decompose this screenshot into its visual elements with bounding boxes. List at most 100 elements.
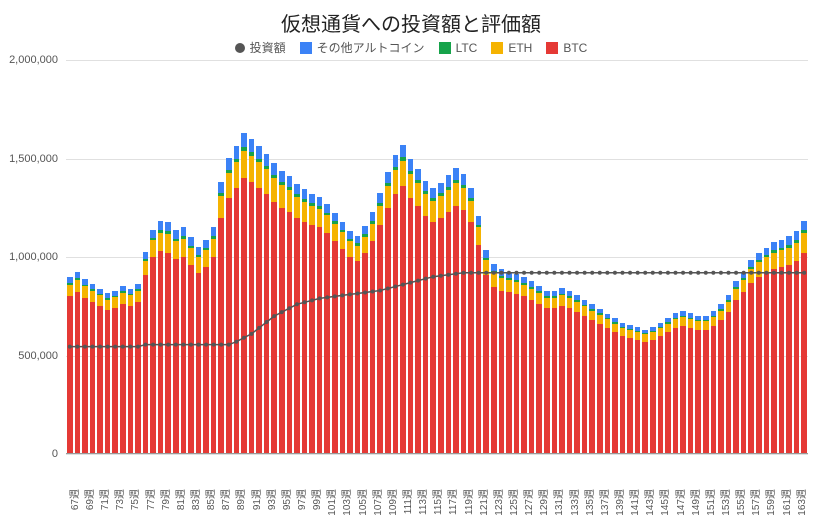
bar-group bbox=[423, 181, 429, 454]
bar-seg-ETH bbox=[620, 328, 626, 336]
legend-label: その他アルトコイン bbox=[317, 39, 425, 56]
bar-seg-BTC bbox=[324, 233, 330, 454]
x-tick-label: 151週 bbox=[702, 489, 717, 516]
bar-group bbox=[203, 240, 209, 455]
bar-group bbox=[112, 291, 118, 454]
bar-seg-ETH bbox=[181, 239, 187, 257]
x-tick-label: 123週 bbox=[490, 489, 505, 516]
bar-seg-BTC bbox=[120, 304, 126, 454]
bar-seg-BTC bbox=[536, 304, 542, 454]
bar-seg-BTC bbox=[415, 206, 421, 454]
bar-seg-ETH bbox=[75, 280, 81, 293]
bar-seg-ETH bbox=[150, 240, 156, 257]
bar-seg-BTC bbox=[779, 267, 785, 454]
bar-seg-BTC bbox=[642, 342, 648, 454]
bar-group bbox=[453, 168, 459, 454]
bar-seg-ETH bbox=[385, 186, 391, 208]
bar-group bbox=[370, 212, 376, 454]
bar-seg-ETH bbox=[165, 234, 171, 253]
bar-seg-ETH bbox=[430, 201, 436, 222]
bar-seg-OtherAlt bbox=[786, 236, 792, 245]
x-tick-label: 125週 bbox=[505, 489, 520, 516]
bar-group bbox=[165, 222, 171, 454]
legend-label: 投資額 bbox=[250, 39, 286, 56]
bar-group bbox=[650, 327, 656, 454]
bar-group bbox=[544, 291, 550, 454]
bar-seg-BTC bbox=[597, 324, 603, 454]
bar-seg-ETH bbox=[673, 319, 679, 328]
bar-seg-ETH bbox=[120, 293, 126, 304]
bar-group bbox=[362, 226, 368, 454]
bar-seg-BTC bbox=[688, 328, 694, 454]
bar-seg-ETH bbox=[627, 330, 633, 338]
bar-seg-OtherAlt bbox=[249, 139, 255, 152]
bar-seg-OtherAlt bbox=[234, 146, 240, 159]
bar-seg-OtherAlt bbox=[173, 230, 179, 239]
x-tick-label: 93週 bbox=[263, 489, 278, 510]
x-tick-label: 79週 bbox=[157, 489, 172, 510]
bar-seg-OtherAlt bbox=[408, 159, 414, 171]
bar-seg-BTC bbox=[468, 222, 474, 454]
x-tick-label: 73週 bbox=[111, 489, 126, 510]
bar-seg-BTC bbox=[279, 208, 285, 454]
bar-group bbox=[718, 304, 724, 454]
x-tick-label: 101週 bbox=[323, 489, 338, 516]
bar-seg-BTC bbox=[711, 326, 717, 454]
bar-group bbox=[408, 159, 414, 454]
bar-seg-ETH bbox=[521, 285, 527, 297]
bar-group bbox=[779, 240, 785, 455]
bar-seg-ETH bbox=[552, 298, 558, 309]
bar-seg-ETH bbox=[741, 280, 747, 292]
bar-group bbox=[612, 318, 618, 454]
bar-seg-BTC bbox=[150, 257, 156, 454]
bar-seg-OtherAlt bbox=[801, 221, 807, 231]
bar-seg-BTC bbox=[400, 186, 406, 454]
bar-group bbox=[711, 311, 717, 454]
bar-group bbox=[552, 291, 558, 454]
bar-seg-BTC bbox=[188, 265, 194, 454]
bar-seg-BTC bbox=[226, 198, 232, 454]
bar-seg-ETH bbox=[461, 188, 467, 210]
bar-seg-ETH bbox=[711, 317, 717, 326]
bar-group bbox=[135, 284, 141, 454]
bar-seg-BTC bbox=[703, 330, 709, 454]
x-tick-label: 119週 bbox=[460, 489, 475, 515]
x-tick-label: 159週 bbox=[762, 489, 777, 516]
x-tick-label: 139週 bbox=[611, 489, 626, 516]
bar-seg-ETH bbox=[499, 278, 505, 291]
bar-seg-BTC bbox=[75, 292, 81, 454]
bar-seg-BTC bbox=[786, 265, 792, 454]
x-tick-label: 87週 bbox=[217, 489, 232, 510]
bar-seg-BTC bbox=[627, 338, 633, 454]
bar-seg-ETH bbox=[105, 300, 111, 310]
x-tick-label: 71週 bbox=[96, 489, 111, 510]
bar-seg-ETH bbox=[332, 224, 338, 241]
bar-seg-BTC bbox=[393, 194, 399, 454]
bar-group bbox=[105, 293, 111, 454]
bar-seg-ETH bbox=[97, 295, 103, 306]
bar-group bbox=[173, 230, 179, 454]
bar-group bbox=[476, 216, 482, 454]
bar-seg-ETH bbox=[642, 334, 648, 341]
legend-item: ETH bbox=[491, 41, 532, 55]
x-tick-label: 161週 bbox=[778, 489, 793, 516]
bar-group bbox=[317, 197, 323, 454]
bar-seg-BTC bbox=[423, 216, 429, 454]
bar-seg-OtherAlt bbox=[400, 145, 406, 158]
bar-seg-ETH bbox=[340, 232, 346, 249]
bar-seg-BTC bbox=[317, 227, 323, 454]
bar-seg-BTC bbox=[552, 308, 558, 454]
bar-group bbox=[703, 316, 709, 454]
bar-seg-ETH bbox=[347, 241, 353, 257]
bar-group bbox=[673, 313, 679, 454]
bar-group bbox=[688, 313, 694, 454]
bar-group bbox=[559, 288, 565, 454]
legend-label: BTC bbox=[563, 41, 587, 55]
x-tick-label: 133週 bbox=[566, 489, 581, 516]
bar-group bbox=[377, 193, 383, 454]
y-tick-label: 500,000 bbox=[18, 350, 58, 362]
bar-seg-ETH bbox=[324, 215, 330, 233]
bar-seg-ETH bbox=[665, 324, 671, 332]
bar-seg-ETH bbox=[271, 178, 277, 202]
x-tick-label: 129週 bbox=[535, 489, 550, 516]
